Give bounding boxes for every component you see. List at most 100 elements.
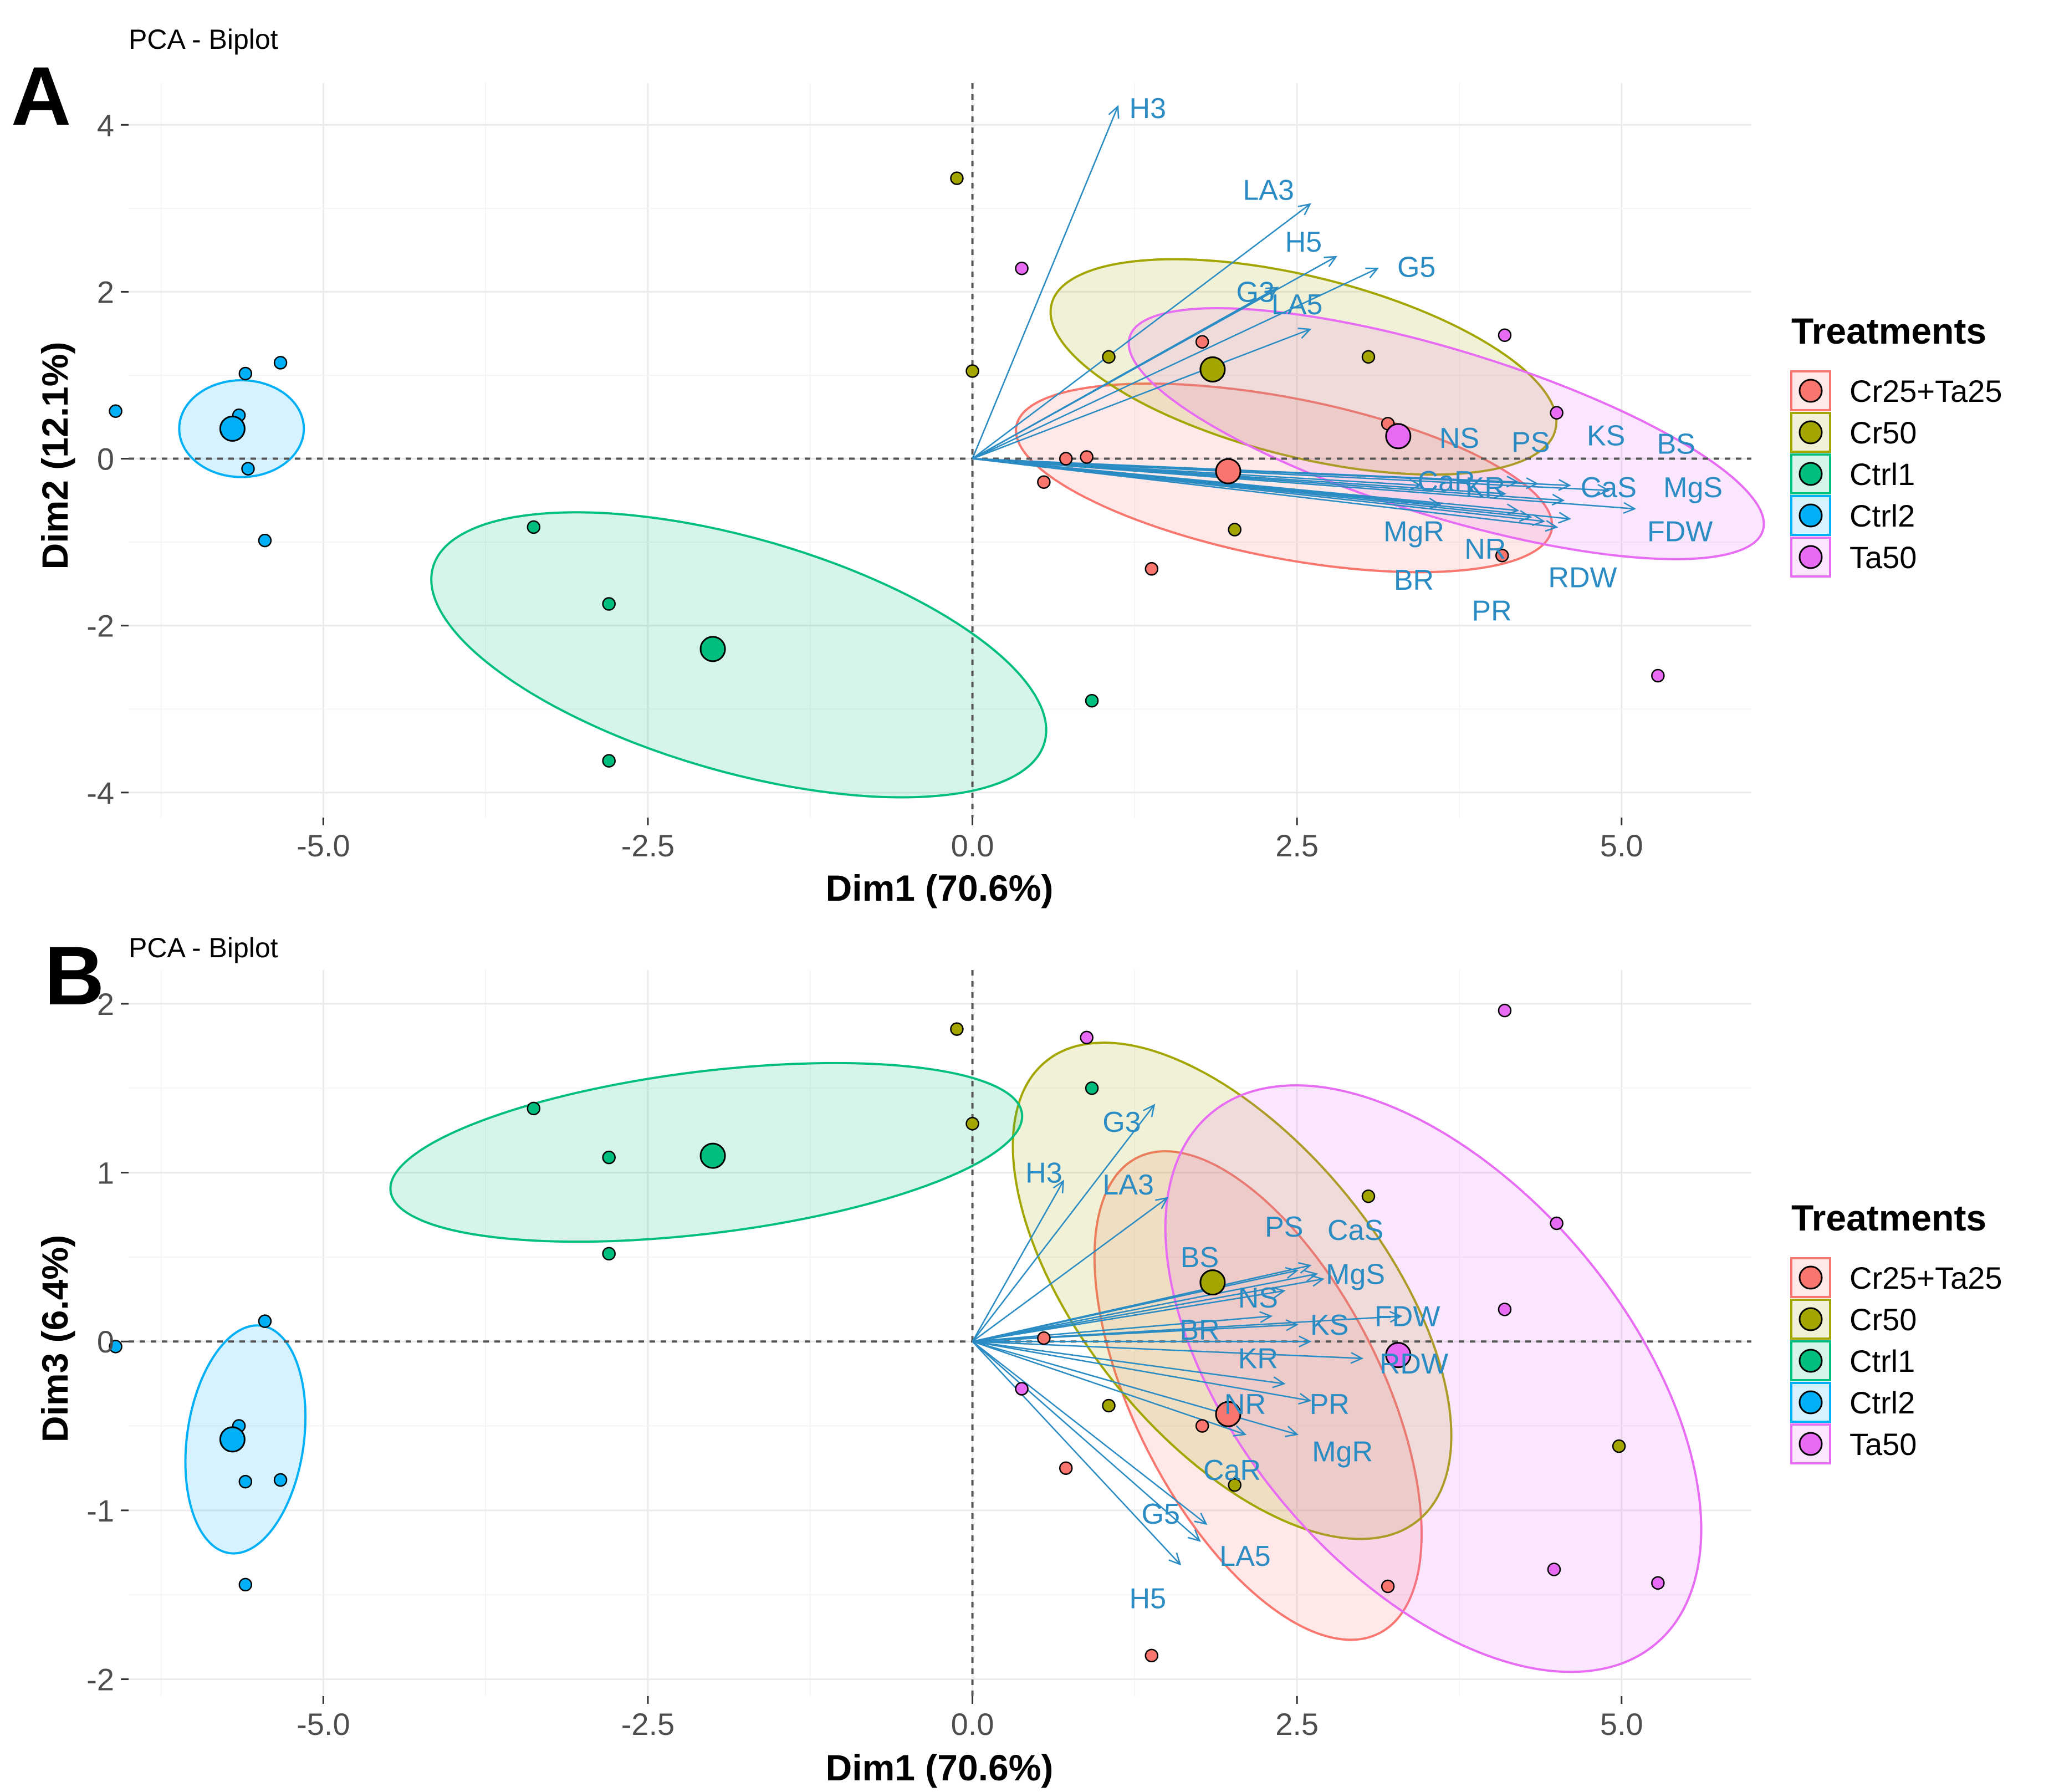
panel-b-vector-ks — [972, 1319, 1299, 1342]
panel-b-y-tick-label: 0 — [97, 1324, 114, 1359]
panel-b-point-ctrl2 — [273, 1473, 288, 1487]
panel-b-vector-mgr — [972, 1340, 1299, 1437]
panel-b-point-ctrl1 — [1085, 1081, 1099, 1095]
panel-a-vector-la3 — [972, 203, 1311, 460]
panel-a-title: PCA - Biplot — [129, 24, 278, 55]
panel-a-variable-label-kr: KR — [1465, 472, 1505, 504]
panel-a-centroid-cr50 — [1199, 356, 1226, 382]
panel-b-point-cr25-ta25 — [1144, 1648, 1159, 1663]
panel-b-legend-marker-cr50 — [1798, 1307, 1823, 1331]
panel-b-centroid-cr50 — [1199, 1269, 1226, 1296]
panel-b-variable-label-h3: H3 — [1025, 1157, 1062, 1189]
panel-a-legend-marker-cr25-ta25 — [1798, 379, 1823, 403]
panel-a-centroid-ctrl2 — [219, 415, 246, 442]
panel-a-point-ctrl2 — [273, 356, 288, 370]
panel-b-variable-label-pr: PR — [1310, 1388, 1350, 1421]
panel-b-legend-label-ctrl1: Ctrl1 — [1849, 1344, 1915, 1379]
panel-b-point-ta50 — [1080, 1030, 1094, 1045]
panel-a-y-tick-label: 4 — [97, 108, 114, 142]
panel-a-point-ta50 — [1015, 262, 1029, 275]
panel-b-x-tick-label: -5.0 — [297, 1707, 350, 1742]
panel-b-vector-cas — [972, 1270, 1319, 1342]
panel-b-vector-g3 — [972, 1104, 1156, 1342]
panel-b-point-ctrl2 — [258, 1314, 272, 1328]
panel-b-y-tick-label: -1 — [86, 1493, 114, 1528]
panel-a-ellipses — [178, 258, 1765, 799]
panel-a-x-tick-label: -2.5 — [621, 828, 675, 863]
panel-a-point-ta50 — [1498, 328, 1512, 342]
panel-b-vector-ps — [972, 1262, 1312, 1342]
panel-b-vector-mgs — [972, 1275, 1325, 1342]
panel-a-legend-marker-ta50 — [1798, 545, 1823, 569]
panel-b-variable-vectors — [972, 1104, 1403, 1566]
panel-b-title: PCA - Biplot — [129, 932, 278, 963]
panel-b-legend-marker-ta50 — [1798, 1432, 1823, 1456]
panel-b-centroid-ctrl2 — [219, 1426, 246, 1453]
panel-b-centroid-ctrl1 — [699, 1142, 726, 1169]
panel-b-variable-label-br: BR — [1179, 1314, 1219, 1346]
panel-a-vector-h3 — [972, 105, 1120, 460]
panel-a-vector-mgs — [972, 458, 1637, 514]
panel-a-point-cr50 — [1102, 350, 1116, 364]
panel-a-variable-label-car: CaR — [1418, 466, 1475, 498]
panel-b-variable-labels: G3 H3 LA3 PS CaS BS MgS NS FDW BR KS KR RDW NR PR MgR Ca… — [1025, 1106, 1448, 1615]
panel-a-point-ctrl1 — [1085, 693, 1099, 708]
panel-b-variable-label-kr: KR — [1238, 1343, 1278, 1375]
panel-b-point-ctrl2 — [109, 1340, 122, 1354]
panel-b-x-tick-label: 2.5 — [1275, 1707, 1319, 1742]
panel-b-point-ctrl2 — [238, 1577, 253, 1592]
panel-a-point-ta50 — [1550, 406, 1564, 420]
panel-a-point-ctrl1 — [527, 520, 541, 534]
panel-b-y-tick-label: -2 — [86, 1662, 114, 1697]
panel-b-point-ta50 — [1015, 1382, 1029, 1396]
panel-b-point-cr25-ta25 — [1037, 1331, 1051, 1345]
panel-b-legend-label-cr25-ta25: Cr25+Ta25 — [1849, 1260, 2002, 1295]
panel-a-variable-label-rdw: RDW — [1548, 561, 1617, 594]
panel-b-axes: -5.0 -2.5 0.0 2.5 5.0 -2 -1 0 1 2 — [86, 987, 1643, 1742]
panel-b-point-ta50 — [1651, 1576, 1665, 1590]
panel-b-x-tick-label: 5.0 — [1600, 1707, 1643, 1742]
panel-b-legend-title: Treatments — [1791, 1197, 1986, 1238]
panel-a-variable-label-mgs: MgS — [1663, 472, 1723, 504]
panel-a-variable-label-mgr: MgR — [1383, 516, 1444, 548]
panel-a-centroid-ctrl1 — [699, 636, 726, 662]
panel-a-point-cr50 — [965, 364, 979, 378]
panel-a-point-cr25-ta25 — [1144, 562, 1159, 576]
panel-a-variable-label-bs: BS — [1657, 428, 1695, 460]
panel-b-point-ctrl1 — [602, 1150, 616, 1165]
panel-a-legend-label-cr50: Cr50 — [1849, 415, 1917, 450]
panel-a-point-cr50 — [1228, 523, 1241, 537]
panel-a-legend-marker-ctrl2 — [1798, 503, 1823, 528]
panel-b-ellipses — [184, 1041, 1703, 1673]
panel-a-variable-label-ps: PS — [1511, 426, 1550, 458]
panel-a-legend-marker-cr50 — [1798, 420, 1823, 445]
panel-a-ellipse-cr50 — [1049, 258, 1558, 476]
panel-a-variable-label-la5: LA5 — [1271, 289, 1323, 321]
panel-a-centroid-ta50 — [1385, 423, 1412, 450]
panel-b-point-ctrl2 — [238, 1474, 253, 1489]
panel-a-legend-title: Treatments — [1791, 310, 1986, 351]
panel-b-y-tick-label: 1 — [97, 1156, 114, 1191]
panel-b-point-cr50 — [1102, 1398, 1116, 1413]
panel-b-variable-label-bs: BS — [1181, 1242, 1219, 1274]
panel-a-legend-marker-ctrl1 — [1798, 462, 1823, 486]
panel-b-variable-label-nr: NR — [1224, 1388, 1266, 1421]
panel-b-point-cr25-ta25 — [1195, 1419, 1209, 1433]
panel-b-vector-h5 — [972, 1341, 1182, 1566]
panel-b-variable-label-cas: CaS — [1327, 1214, 1383, 1247]
panel-a-variable-label-g5: G5 — [1397, 251, 1435, 283]
panel-a-variable-label-la3: LA3 — [1243, 175, 1294, 207]
panel-b-legend-label-cr50: Cr50 — [1849, 1302, 1917, 1337]
panel-a-point-ta50 — [1651, 668, 1665, 683]
panel-a-x-axis-title: Dim1 (70.6%) — [826, 867, 1054, 908]
panel-a-point-ctrl1 — [602, 754, 616, 768]
panel-a-point-cr25-ta25 — [1195, 335, 1209, 349]
panel-b-vector-nr — [972, 1340, 1286, 1388]
panel-b-point-ta50 — [1550, 1216, 1564, 1231]
panel-a-ellipse-ta50 — [1127, 307, 1765, 560]
panel-a-variable-vectors — [972, 105, 1637, 532]
panel-b-y-axis-title: Dim3 (6.4%) — [34, 1235, 75, 1442]
panel-b-point-ctrl1 — [527, 1101, 541, 1116]
